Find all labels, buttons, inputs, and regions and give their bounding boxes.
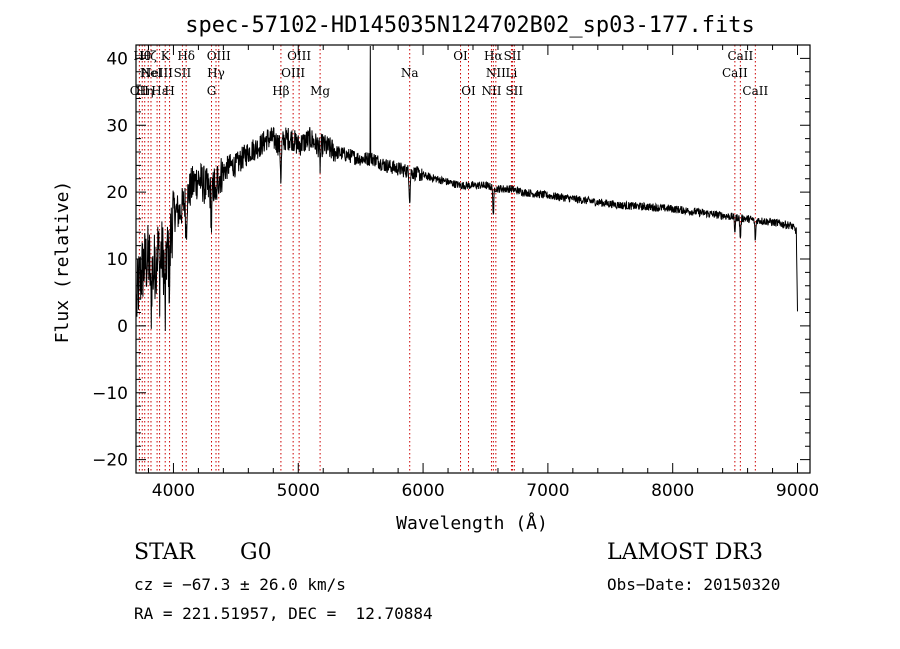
redshift-cz: cz = −67.3 ± 26.0 km/s <box>134 575 346 594</box>
line-marker-label: Mg <box>310 84 330 98</box>
y-tick-label: 10 <box>106 250 128 270</box>
object-class: STAR <box>134 540 195 565</box>
object-subclass: G0 <box>240 540 272 565</box>
line-marker-label: OIII <box>281 66 305 80</box>
line-marker-label: SII <box>174 66 192 80</box>
y-tick-label: 40 <box>106 49 128 69</box>
x-tick-label: 6000 <box>401 481 444 501</box>
x-axis-ticks: 4000 5000 6000 7000 8000 9000 <box>147 45 819 501</box>
line-marker-label: K <box>161 49 171 63</box>
line-marker-label: Hγ <box>207 66 225 80</box>
line-marker-label: Hα <box>484 49 503 63</box>
y-axis-label: Flux (relative) <box>52 181 73 344</box>
y-tick-label: 30 <box>106 116 128 136</box>
line-marker-label: OIII <box>287 49 311 63</box>
line-marker-label: Hθ <box>133 49 151 63</box>
line-marker-label: CaII <box>727 49 753 63</box>
line-marker-label: NII <box>486 66 506 80</box>
x-tick-label: 9000 <box>776 481 819 501</box>
x-tick-label: 7000 <box>526 481 569 501</box>
line-marker-label: Li <box>506 66 518 80</box>
chart-title: spec-57102-HD145035N124702B02_sp03-177.f… <box>185 13 755 38</box>
y-tick-label: 0 <box>117 317 128 337</box>
line-marker-label: NeIII <box>141 66 173 80</box>
line-marker-label: OI <box>461 84 476 98</box>
line-marker-label: Hβ <box>272 84 289 98</box>
line-marker-label: Na <box>401 66 419 80</box>
plot-frame <box>135 44 811 474</box>
observation-date: Obs−Date: 20150320 <box>607 575 781 594</box>
line-marker-label: HeI <box>140 66 163 80</box>
x-axis-label: Wavelength (Å) <box>396 512 548 534</box>
y-tick-label: −20 <box>92 451 128 471</box>
line-marker-label: NII <box>481 84 501 98</box>
line-marker-label: H <box>164 84 174 98</box>
line-marker-labels: OIIHθHηHζHeINeIIIHεKHSIIHδGHγOIIIHβOIIIO… <box>130 49 769 98</box>
coordinates: RA = 221.51957, DEC = 12.70884 <box>134 604 433 623</box>
line-marker-label: CaII <box>722 66 748 80</box>
survey-name: LAMOST DR3 <box>607 540 763 565</box>
line-marker-label: Hε <box>151 84 168 98</box>
x-tick-label: 5000 <box>277 481 320 501</box>
line-marker-label: OI <box>453 49 468 63</box>
x-tick-label: 8000 <box>651 481 694 501</box>
line-marker-label: SII <box>504 49 522 63</box>
line-marker-label: Hδ <box>177 49 195 63</box>
line-marker-label: Hζ <box>140 49 157 63</box>
line-markers <box>138 45 756 473</box>
y-tick-label: −10 <box>92 384 128 404</box>
y-tick-label: 20 <box>106 183 128 203</box>
line-marker-label: Hη <box>136 84 154 98</box>
line-marker-label: SII <box>505 84 523 98</box>
x-tick-label: 4000 <box>152 481 195 501</box>
line-marker-label: OII <box>130 84 150 98</box>
line-marker-label: G <box>207 84 217 98</box>
line-marker-label: OIII <box>207 49 231 63</box>
line-marker-label: CaII <box>742 84 768 98</box>
y-axis-ticks: −20 −10 0 10 20 30 40 <box>92 44 810 474</box>
spectrum-line <box>136 45 798 332</box>
